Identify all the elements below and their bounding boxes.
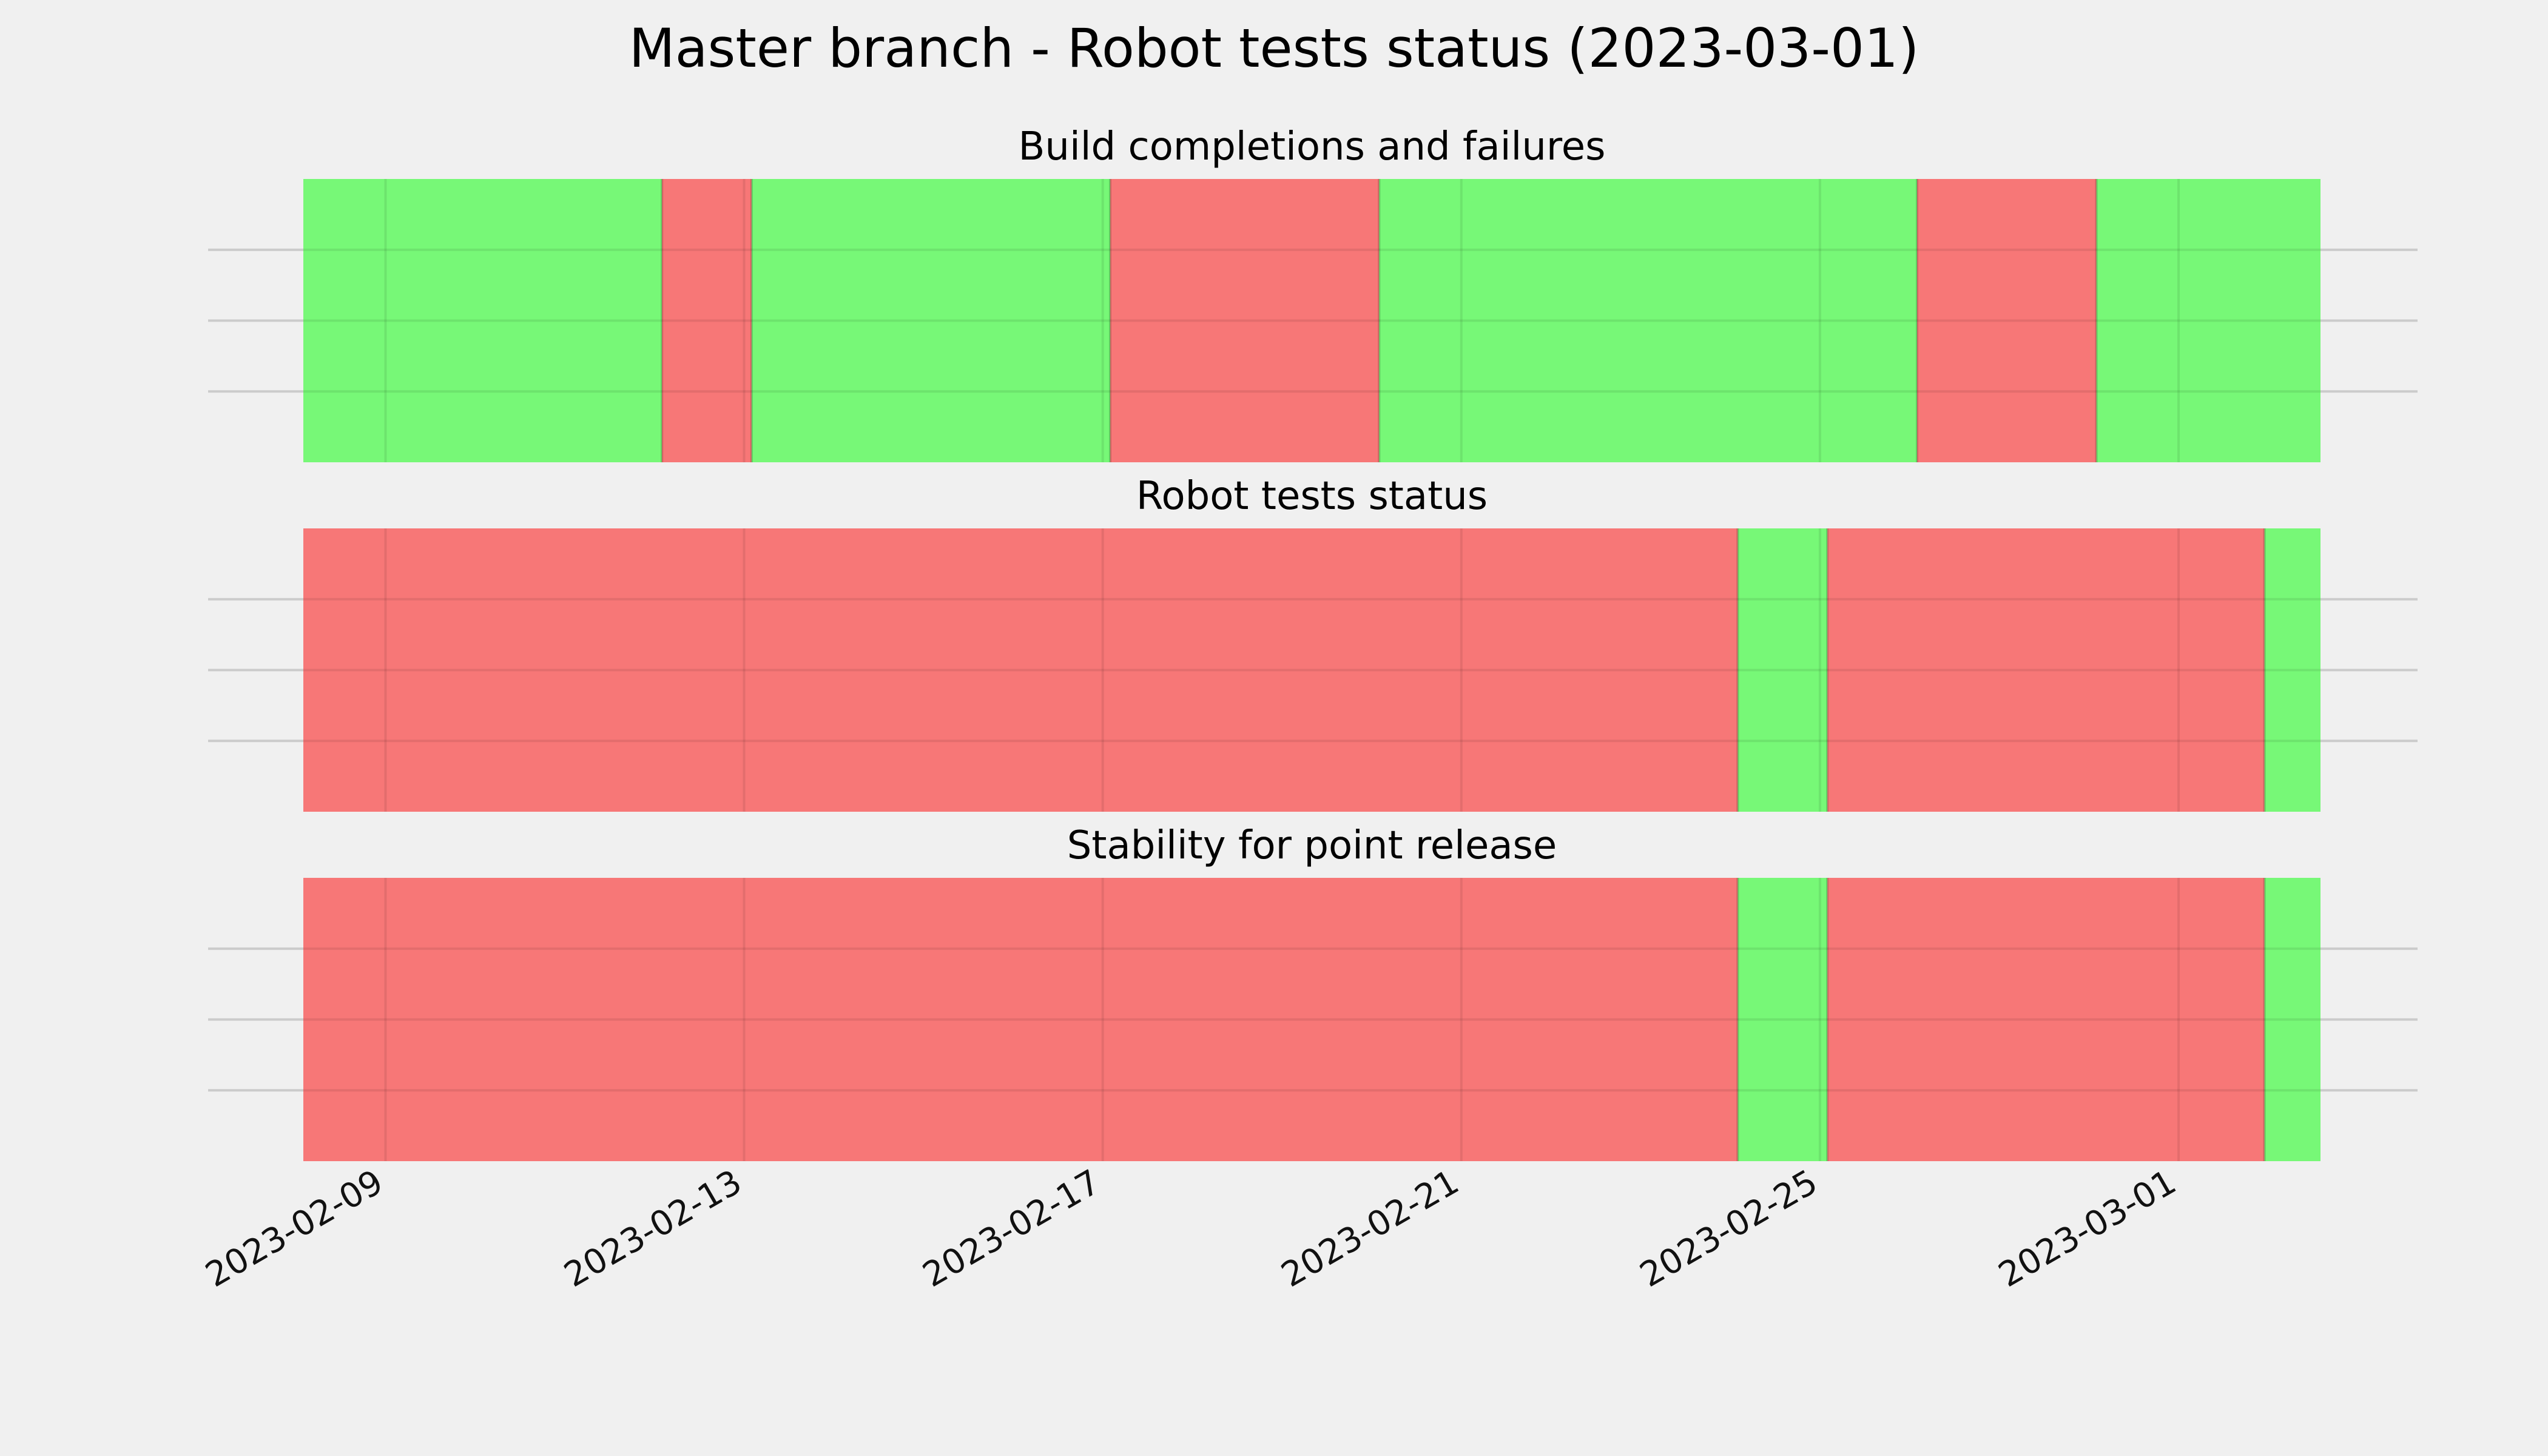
status-segment-pass (2264, 528, 2320, 812)
status-segment-pass (2096, 179, 2320, 462)
status-segment-fail (303, 878, 1738, 1161)
panel: Build completions and failures (208, 124, 2418, 462)
panel: Robot tests status (208, 474, 2418, 812)
status-segment-fail (1110, 179, 1380, 462)
status-segment-fail (1917, 179, 2097, 462)
x-tick-label: 2023-02-09 (199, 1162, 389, 1295)
panel: Stability for point release (208, 823, 2418, 1161)
chart-title: Master branch - Robot tests status (2023… (629, 17, 1919, 79)
status-segment-fail (662, 179, 752, 462)
panel-title: Build completions and failures (1019, 124, 1606, 169)
status-segment-pass (1737, 878, 1828, 1161)
x-tick-label: 2023-02-25 (1634, 1162, 1824, 1295)
status-segment-fail (1827, 528, 2265, 812)
x-axis-ticks: 2023-02-09 2023-02-13 2023-02-17 2023-02-21… (199, 1162, 2183, 1295)
status-segment-fail (1827, 878, 2265, 1161)
status-segment-fail (303, 528, 1738, 812)
status-segment-pass (1737, 528, 1828, 812)
panels: Build completions and failures Robot test… (208, 124, 2418, 1161)
panel-title: Robot tests status (1136, 474, 1488, 519)
status-segment-pass (751, 179, 1110, 462)
status-segment-pass (1379, 179, 1917, 462)
x-tick-label: 2023-02-13 (558, 1162, 748, 1295)
status-segment-pass (2264, 878, 2320, 1161)
x-tick-label: 2023-02-17 (916, 1162, 1107, 1295)
panel-title: Stability for point release (1067, 823, 1557, 868)
x-tick-label: 2023-02-21 (1275, 1162, 1465, 1295)
x-tick-label: 2023-03-01 (1992, 1162, 2183, 1295)
status-segment-pass (303, 179, 662, 462)
